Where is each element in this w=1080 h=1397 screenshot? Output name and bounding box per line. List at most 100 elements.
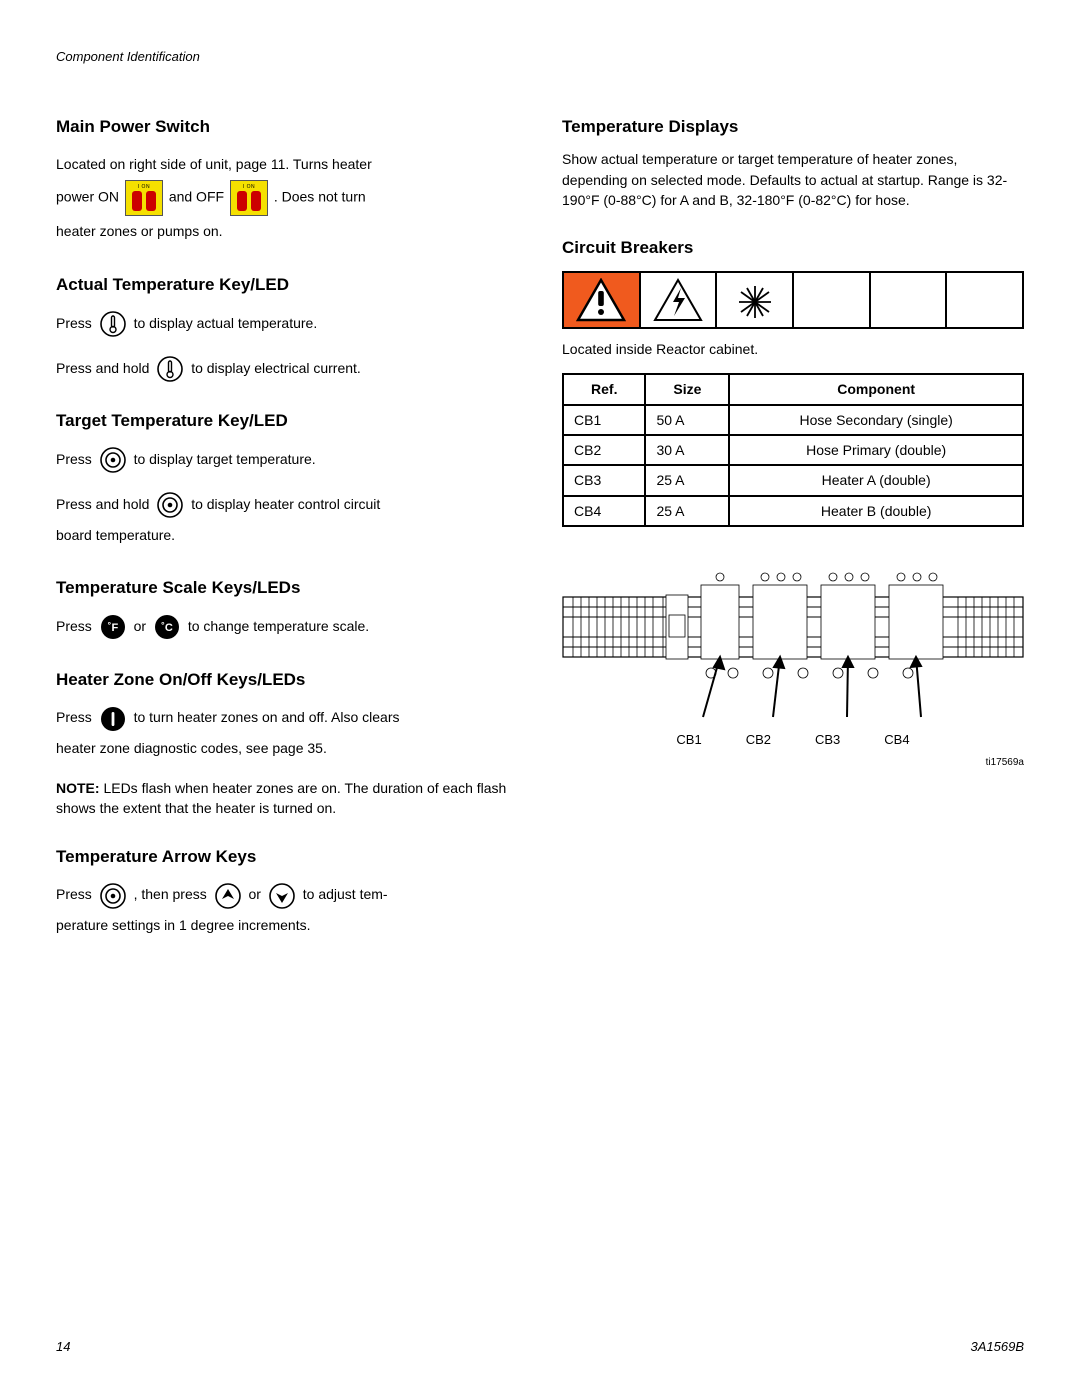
zone-line: Press to turn heater zones on and off. A… (56, 702, 518, 764)
switch-off-icon (230, 180, 268, 216)
cb-location-text: Located inside Reactor cabinet. (562, 339, 1024, 359)
main-power-text: Located on right side of unit, page 11. … (56, 149, 518, 247)
text: Press (56, 315, 96, 331)
actual-line1: Press to display actual temperature. (56, 308, 518, 339)
thermometer-icon (100, 311, 126, 337)
heading-temp-scale: Temperature Scale Keys/LEDs (56, 576, 518, 601)
circuit-breaker-table: Ref. Size Component CB1 50 A Hose Second… (562, 373, 1024, 526)
target-icon (100, 447, 126, 473)
text: to display heater control circuit (191, 496, 380, 512)
section-main-power: Main Power Switch Located on right side … (56, 115, 518, 247)
left-column: Main Power Switch Located on right side … (56, 115, 518, 967)
heading-arrow-keys: Temperature Arrow Keys (56, 845, 518, 870)
text: Press and hold (56, 496, 153, 512)
text: Press and hold (56, 360, 153, 376)
target-line1: Press to display target temperature. (56, 444, 518, 475)
text: Press (56, 709, 96, 725)
warning-blank (794, 273, 871, 327)
heading-heater-zone: Heater Zone On/Off Keys/LEDs (56, 668, 518, 693)
section-target-temp: Target Temperature Key/LED Press to disp… (56, 409, 518, 550)
section-arrow-keys: Temperature Arrow Keys Press , then pres… (56, 845, 518, 941)
target-line2: Press and hold to display heater control… (56, 489, 518, 551)
heading-circuit-breakers: Circuit Breakers (562, 236, 1024, 261)
text: to display actual temperature. (134, 315, 318, 331)
text: board temperature. (56, 527, 175, 543)
cell-ref: CB4 (563, 496, 645, 526)
text: to display electrical current. (191, 360, 361, 376)
actual-line2: Press and hold to display electrical cur… (56, 353, 518, 384)
heading-target-temp: Target Temperature Key/LED (56, 409, 518, 434)
text: heater zones or pumps on. (56, 223, 223, 239)
section-heater-zone: Heater Zone On/Off Keys/LEDs Press to tu… (56, 668, 518, 819)
table-row: CB3 25 A Heater A (double) (563, 465, 1023, 495)
text: Press (56, 886, 96, 902)
table-row: CB1 50 A Hose Secondary (single) (563, 405, 1023, 435)
text: heater zone diagnostic codes, see page 3… (56, 740, 327, 756)
cell-size: 50 A (645, 405, 729, 435)
footer-page: 14 (56, 1338, 70, 1357)
content-columns: Main Power Switch Located on right side … (56, 115, 1024, 967)
warning-blank (871, 273, 948, 327)
cell-size: 25 A (645, 465, 729, 495)
warning-triangle-icon (564, 273, 641, 327)
section-actual-temp: Actual Temperature Key/LED Press to disp… (56, 273, 518, 383)
cell-ref: CB2 (563, 435, 645, 465)
table-row: CB4 25 A Heater B (double) (563, 496, 1023, 526)
cell-ref: CB3 (563, 465, 645, 495)
th-ref: Ref. (563, 374, 645, 404)
text: Press (56, 618, 96, 634)
cell-comp: Hose Secondary (single) (729, 405, 1023, 435)
svg-text:˚C: ˚C (161, 622, 173, 634)
target-icon (157, 492, 183, 518)
arrows-line: Press , then press or to adjust tem- per… (56, 879, 518, 941)
arrow-up-icon (215, 883, 241, 909)
fahrenheit-icon: ˚F (100, 614, 126, 640)
power-icon (100, 706, 126, 732)
text: Located on right side of unit, page 11. … (56, 156, 372, 172)
warning-strip (562, 271, 1024, 329)
scale-line: Press ˚F or ˚C to change temperature sca… (56, 611, 518, 642)
thermometer-icon (157, 356, 183, 382)
note-text: LEDs flash when heater zones are on. The… (56, 780, 506, 816)
cell-comp: Heater A (double) (729, 465, 1023, 495)
text: perature settings in 1 degree increments… (56, 917, 310, 933)
section-temp-scale: Temperature Scale Keys/LEDs Press ˚F or … (56, 576, 518, 641)
section-circuit-breakers: Circuit Breakers Located inside Reactor … (562, 236, 1024, 770)
text: to change temperature scale. (188, 618, 369, 634)
footer-doc: 3A1569B (971, 1338, 1025, 1357)
page-header: Component Identification (56, 48, 1024, 67)
celsius-icon: ˚C (154, 614, 180, 640)
cell-size: 25 A (645, 496, 729, 526)
text: to display target temperature. (134, 451, 316, 467)
warning-blank (947, 273, 1022, 327)
heading-actual-temp: Actual Temperature Key/LED (56, 273, 518, 298)
text: to turn heater zones on and off. Also cl… (134, 709, 400, 725)
text: and OFF (169, 189, 228, 205)
table-header-row: Ref. Size Component (563, 374, 1023, 404)
breaker-diagram (562, 557, 1024, 737)
note-label: NOTE: (56, 780, 100, 796)
burst-hazard-icon (717, 273, 794, 327)
page-footer: 14 3A1569B (56, 1338, 1024, 1357)
cell-ref: CB1 (563, 405, 645, 435)
temp-displays-body: Show actual temperature or target temper… (562, 149, 1024, 210)
zone-note: NOTE: LEDs flash when heater zones are o… (56, 778, 518, 819)
text: power ON (56, 189, 123, 205)
text: or (249, 886, 265, 902)
text: Press (56, 451, 96, 467)
table-row: CB2 30 A Hose Primary (double) (563, 435, 1023, 465)
heading-main-power: Main Power Switch (56, 115, 518, 140)
cell-size: 30 A (645, 435, 729, 465)
cell-comp: Hose Primary (double) (729, 435, 1023, 465)
text: to adjust tem- (303, 886, 388, 902)
target-icon (100, 883, 126, 909)
text: , then press (134, 886, 211, 902)
cell-comp: Heater B (double) (729, 496, 1023, 526)
th-size: Size (645, 374, 729, 404)
arrow-down-icon (269, 883, 295, 909)
switch-on-icon (125, 180, 163, 216)
text: or (134, 618, 150, 634)
shock-hazard-icon (641, 273, 718, 327)
svg-text:˚F: ˚F (107, 622, 118, 634)
section-temp-displays: Temperature Displays Show actual tempera… (562, 115, 1024, 211)
